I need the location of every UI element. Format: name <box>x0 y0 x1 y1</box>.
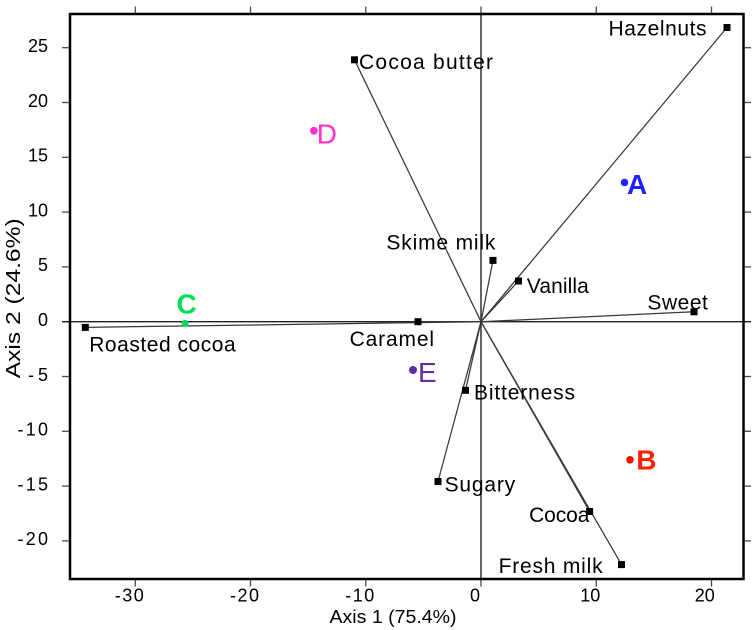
svg-text:-20: -20 <box>18 529 49 549</box>
svg-text:D: D <box>317 118 337 149</box>
svg-text:Sugary: Sugary <box>445 474 516 497</box>
svg-text:-5: -5 <box>28 365 48 385</box>
svg-text:-15: -15 <box>18 474 49 494</box>
svg-text:5: 5 <box>38 255 48 275</box>
svg-text:Axis 1 (75.4%): Axis 1 (75.4%) <box>330 607 457 627</box>
svg-text:Skime milk: Skime milk <box>386 231 496 254</box>
svg-text:Axis 2 (24.6%): Axis 2 (24.6%) <box>3 218 25 378</box>
svg-text:25: 25 <box>28 36 48 56</box>
svg-text:20: 20 <box>28 91 48 111</box>
svg-text:-10: -10 <box>345 586 374 606</box>
svg-text:10: 10 <box>28 200 48 220</box>
svg-text:Bitterness: Bitterness <box>474 382 575 405</box>
svg-text:Roasted cocoa: Roasted cocoa <box>89 334 236 357</box>
svg-text:Vanilla: Vanilla <box>527 275 589 298</box>
svg-text:Sweet: Sweet <box>647 292 708 315</box>
svg-text:10: 10 <box>580 586 600 606</box>
svg-text:C: C <box>177 289 197 320</box>
svg-text:A: A <box>627 169 647 200</box>
svg-text:E: E <box>418 357 437 388</box>
svg-text:0: 0 <box>470 586 480 606</box>
svg-text:0: 0 <box>38 310 48 330</box>
svg-text:-10: -10 <box>18 420 49 440</box>
svg-text:Fresh milk: Fresh milk <box>499 555 603 578</box>
svg-text:Cocoa butter: Cocoa butter <box>359 51 493 74</box>
svg-text:B: B <box>636 445 656 476</box>
svg-text:Caramel: Caramel <box>350 328 435 351</box>
svg-text:Hazelnuts: Hazelnuts <box>609 17 707 40</box>
svg-text:-30: -30 <box>115 586 144 606</box>
svg-text:15: 15 <box>28 146 48 166</box>
svg-text:20: 20 <box>695 586 715 606</box>
svg-text:-20: -20 <box>230 586 259 606</box>
svg-text:Cocoa: Cocoa <box>529 504 590 527</box>
